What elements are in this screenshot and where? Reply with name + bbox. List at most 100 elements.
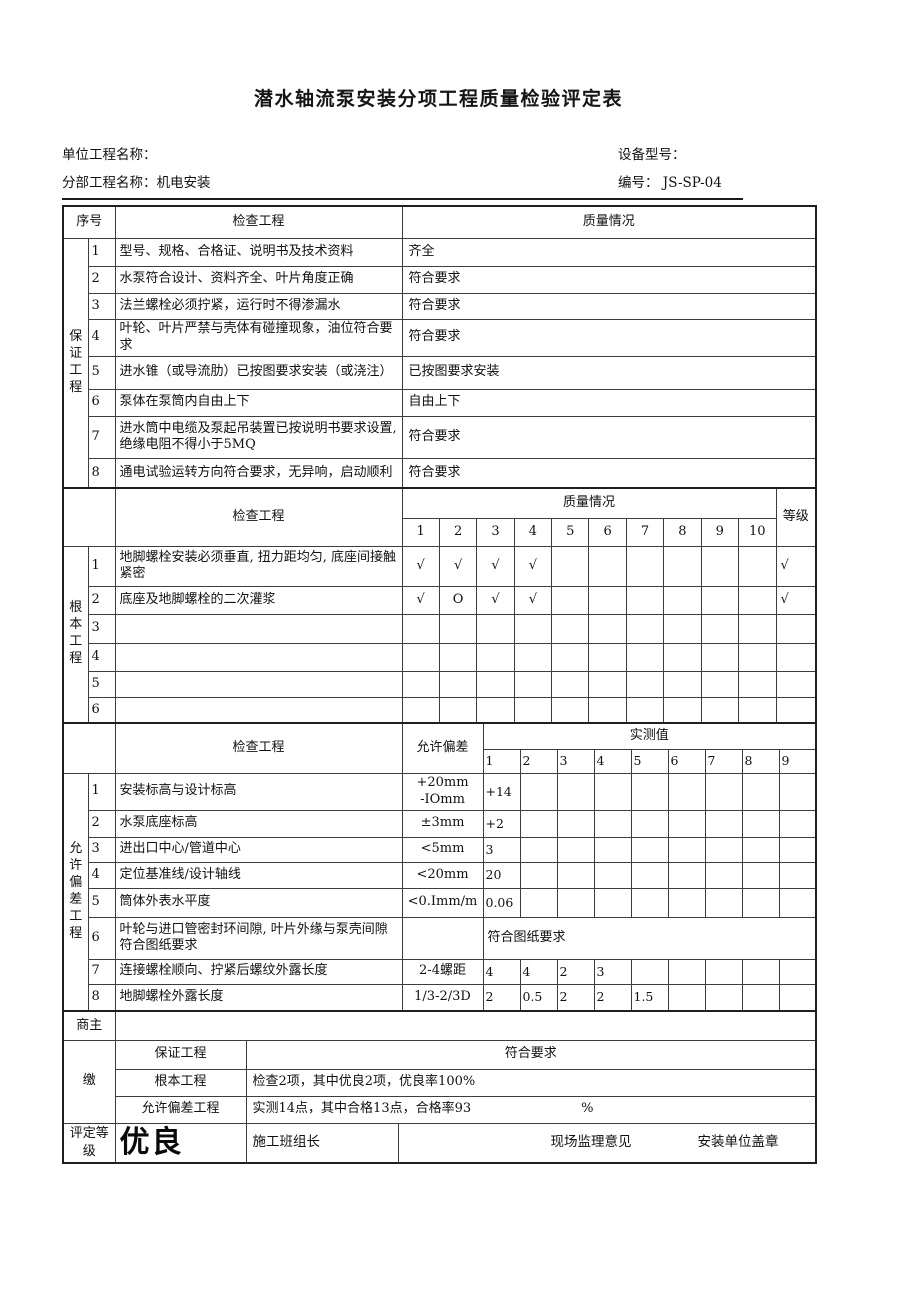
deviation-section-table: 检查工程 允许偏差 实测值 1 2 3 4 5 6 7 8 9 允 许 偏 差 … bbox=[62, 722, 818, 1012]
row-number: 2 bbox=[87, 265, 116, 294]
owner-row: 商主 bbox=[62, 1010, 817, 1041]
table-row: 6 泵体在泵筒内自由上下 自由上下 bbox=[63, 388, 817, 417]
item-cell: 型号、规格、合格证、说明书及技术资料 bbox=[114, 237, 403, 267]
status-cell: 符合要求 bbox=[401, 318, 817, 357]
point-header: 2 bbox=[438, 517, 478, 547]
row-number: 3 bbox=[87, 292, 116, 320]
row-number: 8 bbox=[87, 983, 116, 1012]
status-cell: 已按图要求安装 bbox=[401, 355, 817, 390]
check-cell: √ bbox=[513, 585, 553, 615]
table-row: 4 叶轮、叶片严禁与壳体有碰撞现象，油位符合要求 符合要求 bbox=[63, 318, 817, 357]
percent-suffix: % bbox=[581, 1101, 594, 1117]
check-cell: √ bbox=[476, 585, 515, 615]
check-cell bbox=[700, 585, 740, 615]
table-row: 允 许 偏 差 工 程 1 安装标高与设计标高 +20mm -IOmm +14 bbox=[62, 772, 817, 1012]
check-cell bbox=[625, 585, 665, 615]
item-cell: 水泵底座标高 bbox=[114, 809, 403, 838]
measured-header: 实测值 bbox=[482, 722, 817, 750]
deviation-cell: +20mm -IOmm bbox=[401, 772, 484, 811]
row-number: 2 bbox=[87, 585, 116, 615]
point-header: 7 bbox=[704, 748, 743, 774]
status-cell: 自由上下 bbox=[401, 388, 817, 417]
deviation-cell: 2-4螺距 bbox=[401, 958, 484, 985]
grade-label: 评定等 级 bbox=[62, 1122, 116, 1164]
value-cell: +14 bbox=[482, 772, 521, 811]
check-cell: √ bbox=[401, 545, 440, 587]
check-cell: √ bbox=[476, 545, 515, 587]
item-cell: 地脚螺栓外露长度 bbox=[114, 983, 403, 1012]
check-cell bbox=[625, 545, 665, 587]
part-project-value: 机电安装 bbox=[156, 175, 211, 191]
group-label-guarantee: 保证 工程 bbox=[62, 237, 89, 489]
item-cell: 定位基准线/设计轴线 bbox=[114, 861, 403, 889]
summary-row-label: 允许偏差工程 bbox=[114, 1095, 247, 1124]
summary-row-content: 符合要求 bbox=[245, 1039, 817, 1070]
item-cell: 法兰螺栓必须拧紧，运行时不得渗漏水 bbox=[114, 292, 403, 320]
table-row: 7 进水筒中电缆及泵起吊装置已按说明书要求设置, 绝缘电阻不得小于5MQ 符合要… bbox=[63, 415, 817, 459]
check-cell: √ bbox=[401, 585, 440, 615]
item-cell bbox=[114, 696, 403, 724]
device-model-label: 设备型号： bbox=[618, 147, 686, 163]
check-cell bbox=[551, 585, 590, 615]
status-cell: 符合要求 bbox=[401, 457, 817, 489]
item-header: 检查工程 bbox=[114, 722, 403, 774]
row-number: 1 bbox=[87, 772, 116, 811]
status-cell: 齐全 bbox=[401, 237, 817, 267]
item-cell bbox=[114, 613, 403, 644]
status-cell: 符合要求 bbox=[401, 292, 817, 320]
document-meta: 单位工程名称： 设备型号： 分部工程名称：机电安装 编号： JS-SP-04 bbox=[62, 141, 815, 200]
table-row: 3 进出口中心/管道中心 <5mm 3 bbox=[63, 836, 817, 863]
item-cell: 安装标高与设计标高 bbox=[114, 772, 403, 811]
merged-value-cell: 符合图纸要求 bbox=[482, 916, 817, 960]
basic-section-table: 检查工程 质量情况 等级 1 2 3 4 5 6 7 8 9 10 根 本 工 … bbox=[62, 487, 818, 724]
table-row: 2 水泵符合设计、资料齐全、叶片角度正确 符合要求 bbox=[63, 265, 817, 294]
point-header: 3 bbox=[556, 748, 595, 774]
item-cell: 通电试验运转方向符合要求，无异响，启动顺利 bbox=[114, 457, 403, 489]
point-header: 6 bbox=[588, 517, 627, 547]
row-number: 8 bbox=[87, 457, 116, 489]
table-row: 4 定位基准线/设计轴线 <20mm 20 bbox=[63, 861, 817, 889]
row-number: 2 bbox=[87, 809, 116, 838]
deviation-cell: ±3mm bbox=[401, 809, 484, 838]
row-number: 4 bbox=[87, 861, 116, 889]
item-cell: 底座及地脚螺栓的二次灌浆 bbox=[114, 585, 403, 615]
check-cell bbox=[700, 545, 740, 587]
value-cell: 2 bbox=[482, 983, 521, 1012]
row-number: 1 bbox=[87, 545, 116, 587]
deviation-cell: <5mm bbox=[401, 836, 484, 863]
check-cell: O bbox=[438, 585, 478, 615]
point-header: 7 bbox=[625, 517, 665, 547]
crew-leader-label: 施工班组长 bbox=[245, 1122, 399, 1164]
footer-sign-area: 现场监理意见 安装单位盖章 bbox=[397, 1122, 817, 1164]
table-row: 8 通电试验运转方向符合要求，无异响，启动顺利 符合要求 bbox=[63, 457, 817, 489]
check-cell: √ bbox=[438, 545, 478, 587]
owner-content bbox=[114, 1010, 817, 1041]
row-number: 3 bbox=[87, 836, 116, 863]
value-cell: 4 bbox=[482, 958, 521, 985]
summary-row-label: 根本工程 bbox=[114, 1068, 247, 1097]
deviation-cell: 1/3-2/3D bbox=[401, 983, 484, 1012]
item-cell: 水泵符合设计、资料齐全、叶片角度正确 bbox=[114, 265, 403, 294]
meta-row-2: 分部工程名称：机电安装 编号： JS-SP-04 bbox=[62, 169, 815, 197]
table-row: 3 法兰螺栓必须拧紧，运行时不得渗漏水 符合要求 bbox=[63, 292, 817, 320]
item-header: 检查工程 bbox=[114, 487, 403, 547]
point-header: 8 bbox=[663, 517, 702, 547]
grade-cell bbox=[775, 696, 817, 724]
item-cell: 进水筒中电缆及泵起吊装置已按说明书要求设置, 绝缘电阻不得小于5MQ bbox=[114, 415, 403, 459]
table-row: 5 筒体外表水平度 <0.Imm/m 0.06 bbox=[63, 887, 817, 918]
item-cell: 进出口中心/管道中心 bbox=[114, 836, 403, 863]
table-row: 根 本 工 程 1 地脚螺栓安装必须垂直, 扭力距均匀, 底座间接触紧密 √ √… bbox=[62, 545, 817, 724]
check-cell bbox=[663, 585, 702, 615]
row-number: 3 bbox=[87, 613, 116, 644]
summary-row-content: 检查2项，其中优良2项，优良率100% bbox=[245, 1068, 817, 1097]
value-cell: 3 bbox=[482, 836, 521, 863]
deviation-header: 允许偏差 bbox=[401, 722, 484, 774]
status-cell: 符合要求 bbox=[401, 265, 817, 294]
point-header-row: 1 2 3 4 5 6 7 8 9 bbox=[63, 748, 817, 774]
table-row: 6 叶轮与进口管密封环间隙, 叶片外缘与泵壳间隙符合图纸要求 符合图纸要求 bbox=[63, 916, 817, 960]
corner-cell bbox=[62, 487, 116, 547]
check-cell bbox=[738, 585, 777, 615]
point-header: 4 bbox=[513, 517, 553, 547]
table-row: 3 bbox=[63, 613, 817, 644]
deviation-cell: <0.Imm/m bbox=[401, 887, 484, 918]
